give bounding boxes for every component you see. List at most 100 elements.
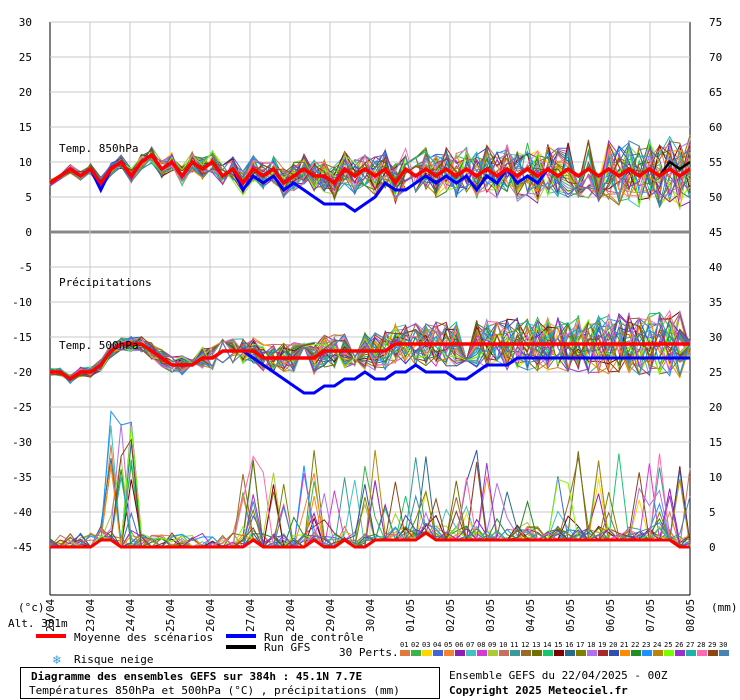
label-temp-500: Temp. 500hPa <box>59 339 138 352</box>
pert-number-label: 26 <box>675 641 683 649</box>
pert-30-precip <box>49 494 691 548</box>
pert-number-label: 25 <box>664 641 672 649</box>
left-tick-label: -5 <box>19 261 32 274</box>
x-tick-label: 23/04 <box>84 599 97 632</box>
pert-number-label: 11 <box>510 641 518 649</box>
pert-number-label: 01 <box>400 641 408 649</box>
pert-number-label: 16 <box>565 641 573 649</box>
right-tick-label: 15 <box>709 436 722 449</box>
legend-gfs-label: Run GFS <box>264 641 310 654</box>
pert-color-swatch <box>466 650 476 656</box>
snowflake-icon: ❄ <box>52 653 61 668</box>
legend-mean-label: Moyenne des scénarios <box>74 631 213 644</box>
right-tick-label: 35 <box>709 296 722 309</box>
left-tick-label: -45 <box>12 541 32 554</box>
x-tick-label: 29/04 <box>324 599 337 632</box>
pert-color-swatch <box>697 650 707 656</box>
x-axis-ticks: 23/04 24/04 25/04 26/04 27/04 28/04 29/04 30/04… <box>44 599 697 632</box>
pert-number-label: 24 <box>653 641 661 649</box>
pert-number-label: 12 <box>521 641 529 649</box>
pert-color-swatch <box>521 650 531 656</box>
x-tick-label: 04/05 <box>524 599 537 632</box>
pert-number-label: 02 <box>411 641 419 649</box>
pert-number-label: 28 <box>697 641 705 649</box>
pert-color-swatch <box>708 650 718 656</box>
pert-number-label: 15 <box>554 641 562 649</box>
pert-number-label: 23 <box>642 641 650 649</box>
pert-color-swatch <box>543 650 553 656</box>
pert-color-swatch <box>477 650 487 656</box>
right-tick-label: 25 <box>709 366 722 379</box>
copyright: Copyright 2025 Meteociel.fr <box>449 684 628 697</box>
x-tick-label: 28/04 <box>284 599 297 632</box>
left-tick-label: -30 <box>12 436 32 449</box>
left-tick-label: -35 <box>12 471 32 484</box>
pert-color-swatch <box>565 650 575 656</box>
pert-number-label: 13 <box>532 641 540 649</box>
pert-color-swatch <box>400 650 410 656</box>
pert-number-label: 06 <box>455 641 463 649</box>
right-tick-label: 0 <box>709 541 716 554</box>
pert-9-t850 <box>49 144 691 211</box>
left-unit-label: (°c) <box>18 601 45 614</box>
legend-perts-label: 30 Perts. <box>339 646 399 659</box>
pert-color-swatch <box>587 650 597 656</box>
left-tick-label: 25 <box>19 51 32 64</box>
left-tick-label: 10 <box>19 156 32 169</box>
x-tick-label: 27/04 <box>244 599 257 632</box>
left-tick-label: -15 <box>12 331 32 344</box>
pert-25-t500 <box>49 318 691 377</box>
mean-t500-line <box>50 342 690 382</box>
legend-snow-label: Risque neige <box>74 653 153 666</box>
pert-color-swatch <box>609 650 619 656</box>
x-tick-label: 03/05 <box>484 599 497 632</box>
label-precipitations: Précipitations <box>59 276 152 289</box>
left-tick-label: 30 <box>19 16 32 29</box>
chart-subtitle: Températures 850hPa et 500hPa (°C) , pré… <box>29 684 400 697</box>
right-tick-label: 30 <box>709 331 722 344</box>
pert-color-swatch <box>631 650 641 656</box>
pert-color-swatch <box>510 650 520 656</box>
left-tick-label: 20 <box>19 86 32 99</box>
pert-number-label: 20 <box>609 641 617 649</box>
pert-28-t500 <box>49 309 691 379</box>
pert-number-label: 19 <box>598 641 606 649</box>
pert-color-swatch <box>433 650 443 656</box>
left-tick-label: 0 <box>25 226 32 239</box>
mean-t850-line <box>49 152 691 186</box>
pert-number-label: 10 <box>499 641 507 649</box>
perturbation-legend: 01 02 03 04 05 06 07 08 09 10 11 12 13 14 15 16 17 18 19 20… <box>400 641 729 656</box>
x-tick-label: 30/04 <box>364 599 377 632</box>
run-info: Ensemble GEFS du 22/04/2025 - 00Z <box>449 669 668 682</box>
pert-number-label: 08 <box>477 641 485 649</box>
pert-17-t500 <box>49 318 691 381</box>
left-tick-label: -10 <box>12 296 32 309</box>
pert-color-swatch <box>686 650 696 656</box>
pert-number-label: 05 <box>444 641 452 649</box>
left-tick-label: -25 <box>12 401 32 414</box>
right-tick-label: 65 <box>709 86 722 99</box>
left-tick-label: -20 <box>12 366 32 379</box>
pert-number-label: 29 <box>708 641 716 649</box>
x-tick-label: 24/04 <box>124 599 137 632</box>
right-tick-label: 55 <box>709 156 722 169</box>
pert-number-label: 14 <box>543 641 551 649</box>
pert-color-swatch <box>653 650 663 656</box>
chart-title: Diagramme des ensembles GEFS sur 384h : … <box>31 670 363 683</box>
pert-number-label: 21 <box>620 641 628 649</box>
pert-color-swatch <box>719 650 729 656</box>
grid <box>49 21 691 596</box>
pert-color-swatch <box>411 650 421 656</box>
x-tick-label: 07/05 <box>644 599 657 632</box>
right-tick-label: 70 <box>709 51 722 64</box>
pert-color-swatch <box>620 650 630 656</box>
x-tick-label: 08/05 <box>684 599 697 632</box>
title-box: Diagramme des ensembles GEFS sur 384h : … <box>20 667 440 699</box>
pert-number-label: 17 <box>576 641 584 649</box>
pert-color-swatch <box>499 650 509 656</box>
right-tick-label: 5 <box>709 506 716 519</box>
right-tick-label: 45 <box>709 226 722 239</box>
pert-color-swatch <box>488 650 498 656</box>
left-tick-label: 5 <box>25 191 32 204</box>
